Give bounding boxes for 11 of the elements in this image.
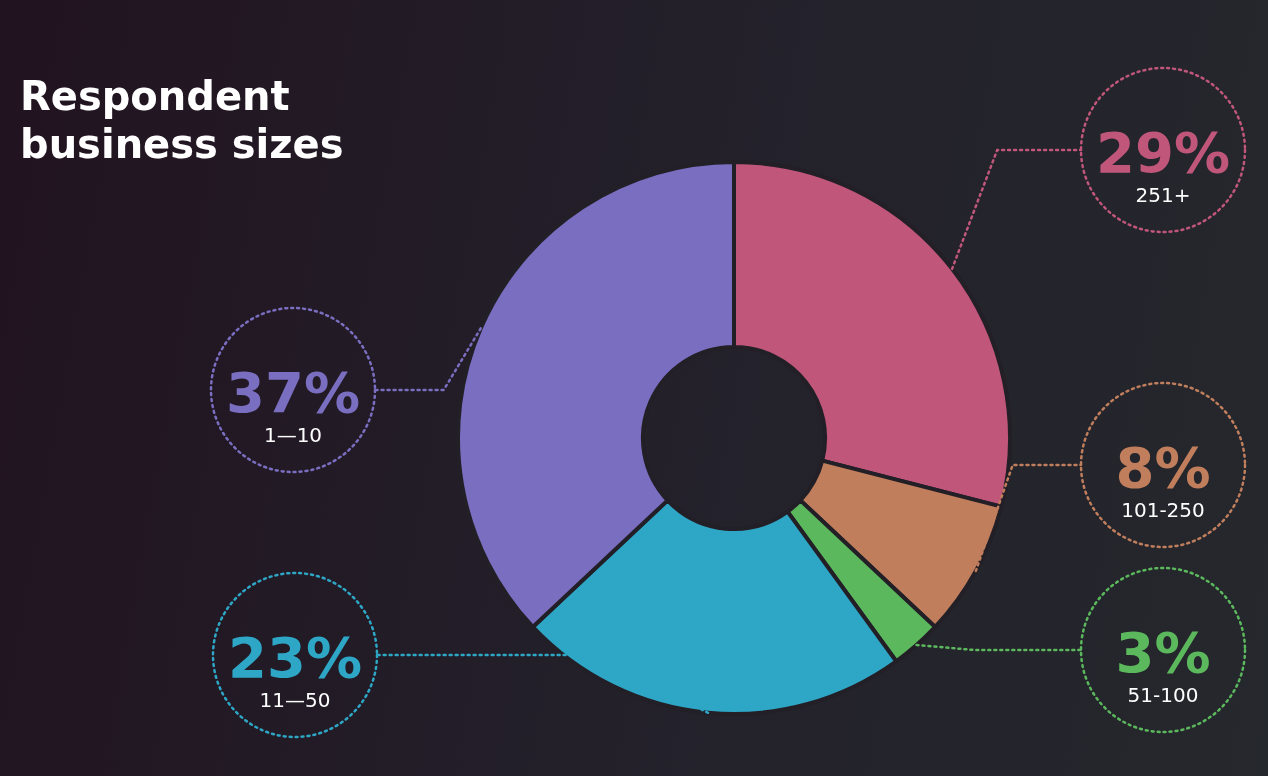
chart-title: Respondent business sizes [20,72,345,168]
slice-label: 101-250 [1121,498,1205,522]
data-label: 23% [227,625,363,690]
slice-label: 11—50 [259,688,331,712]
data-label: 8% [1115,435,1211,500]
slice-label: 51-100 [1127,683,1199,707]
data-label: 29% [1095,120,1231,185]
slice-label: 251+ [1135,183,1191,207]
slice-label: 1—10 [263,423,323,447]
data-label: 3% [1115,620,1211,685]
data-label: 37% [225,360,361,425]
